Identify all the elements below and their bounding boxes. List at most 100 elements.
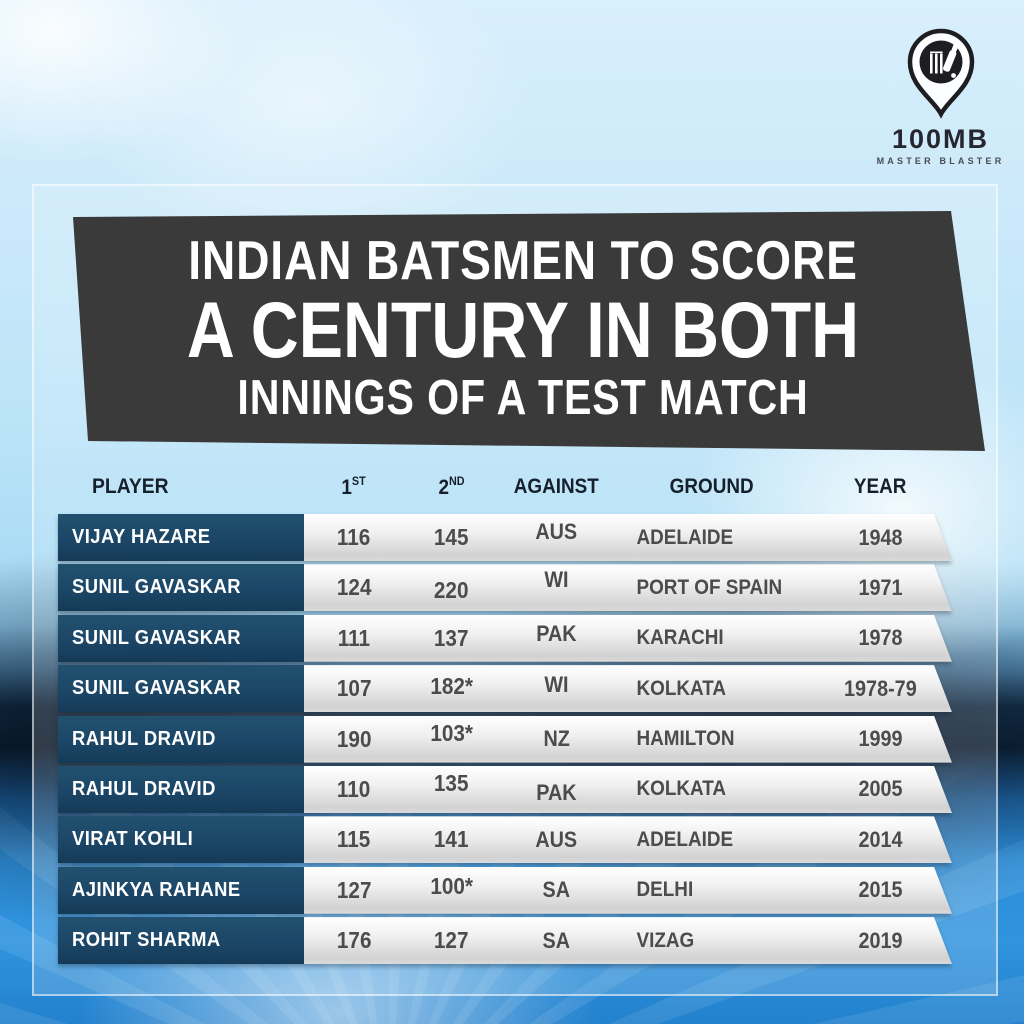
player-name-cell: SUNIL GAVASKAR	[58, 564, 304, 612]
title-line-2: A CENTURY IN BOTH	[186, 285, 860, 374]
row-score-bar: 110 135 PAK KOLKATA 2005	[304, 766, 952, 813]
player-name: SUNIL GAVASKAR	[72, 677, 241, 700]
ground-name: KOLKATA	[636, 676, 727, 700]
second-innings-score: 103*	[430, 719, 473, 746]
table-row: VIJAY HAZARE 116 145 AUS ADELAIDE 1948	[58, 514, 952, 561]
against-team: SA	[542, 927, 571, 953]
col-header-year: YEAR	[854, 475, 907, 498]
col-header-1st-innings: 1ST	[342, 474, 366, 500]
col-header-player: PLAYER	[92, 475, 169, 498]
ground-name: ADELAIDE	[636, 525, 734, 549]
player-name-cell: SUNIL GAVASKAR	[58, 614, 304, 662]
first-innings-score: 115	[337, 826, 371, 853]
brand-tagline: MASTER BLASTER	[876, 156, 1005, 166]
against-team: AUS	[535, 826, 578, 852]
against-team: WI	[544, 671, 569, 697]
brand-name: 100MB	[891, 124, 990, 154]
match-year: 1978	[858, 625, 903, 651]
row-score-bar: 116 145 AUS ADELAIDE 1948	[304, 514, 952, 561]
ground-name: VIZAG	[636, 928, 695, 952]
row-score-bar: 115 141 AUS ADELAIDE 2014	[304, 816, 952, 863]
records-table: PLAYER 1ST 2ND AGAINST GROUND YEAR VIJAY…	[58, 470, 952, 968]
against-team: PAK	[536, 621, 577, 647]
player-name: RAHUL DRAVID	[72, 727, 216, 750]
title-line-1: INDIAN BATSMEN TO SCORE	[188, 229, 858, 291]
second-innings-score: 137	[434, 624, 469, 651]
ground-name: HAMILTON	[636, 727, 735, 751]
col-header-1st-base: 1	[341, 476, 353, 499]
first-innings-score: 190	[336, 725, 372, 752]
col-header-1st-sup: ST	[352, 474, 367, 488]
row-score-bar: 127 100* SA DELHI 2015	[304, 867, 952, 914]
player-name-cell: AJINKYA RAHANE	[58, 866, 304, 914]
player-name-cell: RAHUL DRAVID	[58, 765, 304, 813]
player-name: ROHIT SHARMA	[72, 929, 221, 952]
ground-name: KARACHI	[636, 626, 724, 650]
player-name: AJINKYA RAHANE	[72, 878, 241, 901]
against-team: AUS	[535, 518, 578, 544]
table-header-row: PLAYER 1ST 2ND AGAINST GROUND YEAR	[58, 470, 952, 504]
col-header-against: AGAINST	[513, 475, 600, 498]
table-row: ROHIT SHARMA 176 127 SA VIZAG 2019	[58, 917, 952, 965]
row-score-bar: 176 127 SA VIZAG 2019	[304, 917, 952, 964]
match-year: 2015	[858, 877, 903, 903]
match-year: 1971	[858, 574, 903, 600]
brand-logo: 100MB MASTER BLASTER	[868, 28, 1013, 166]
table-row: RAHUL DRAVID 110 135 PAK KOLKATA 2005	[58, 765, 952, 813]
title-banner: INDIAN BATSMEN TO SCORE A CENTURY IN BOT…	[73, 211, 985, 451]
against-team: NZ	[543, 726, 570, 752]
first-innings-score: 176	[336, 927, 372, 954]
match-year: 1948	[858, 524, 903, 550]
second-innings-score: 145	[434, 524, 469, 550]
first-innings-score: 116	[337, 524, 371, 550]
second-innings-score: 127	[434, 927, 469, 954]
against-team: SA	[542, 877, 571, 903]
first-innings-score: 110	[337, 775, 371, 802]
table-header-columns: 1ST 2ND AGAINST GROUND YEAR	[304, 474, 952, 500]
player-name: VIJAY HAZARE	[72, 526, 211, 548]
second-innings-score: 135	[434, 769, 469, 796]
row-score-bar: 107 182* WI KOLKATA 1978-79	[304, 665, 952, 712]
table-row: VIRAT KOHLI 115 141 AUS ADELAIDE 2014	[58, 816, 952, 864]
title-line-3: INNINGS OF A TEST MATCH	[237, 371, 809, 425]
second-innings-score: 220	[434, 577, 469, 604]
col-header-2nd-sup: ND	[448, 474, 465, 488]
player-name-cell: RAHUL DRAVID	[58, 715, 304, 763]
table-body: VIJAY HAZARE 116 145 AUS ADELAIDE 1948 S…	[58, 514, 952, 965]
row-score-bar: 190 103* NZ HAMILTON 1999	[304, 716, 952, 763]
table-row: AJINKYA RAHANE 127 100* SA DELHI 2015	[58, 866, 952, 914]
match-year: 1999	[858, 726, 903, 752]
player-name: SUNIL GAVASKAR	[72, 576, 241, 599]
player-name-cell: ROHIT SHARMA	[58, 917, 304, 965]
table-row: SUNIL GAVASKAR 124 220 WI PORT OF SPAIN …	[58, 564, 952, 612]
ground-name: KOLKATA	[636, 777, 727, 801]
match-year: 2005	[858, 776, 903, 802]
match-year: 2019	[858, 927, 903, 953]
table-row: RAHUL DRAVID 190 103* NZ HAMILTON 1999	[58, 715, 952, 763]
first-innings-score: 107	[336, 675, 372, 702]
player-name-cell: VIRAT KOHLI	[58, 816, 304, 864]
player-name-cell: SUNIL GAVASKAR	[58, 665, 304, 713]
ground-name: PORT OF SPAIN	[636, 575, 783, 599]
second-innings-score: 141	[434, 826, 469, 853]
ground-name: ADELAIDE	[636, 827, 734, 851]
col-header-2nd-base: 2	[438, 476, 449, 499]
first-innings-score: 124	[336, 574, 372, 601]
match-year: 2014	[858, 826, 903, 852]
player-name: RAHUL DRAVID	[72, 777, 216, 800]
player-name-cell: VIJAY HAZARE	[58, 514, 304, 561]
col-header-2nd-innings: 2ND	[438, 474, 464, 500]
against-team: PAK	[536, 780, 577, 806]
col-header-ground: GROUND	[669, 475, 754, 498]
second-innings-score: 100*	[430, 872, 473, 899]
against-team: WI	[544, 566, 569, 592]
player-name: VIRAT KOHLI	[72, 828, 194, 851]
second-innings-score: 182*	[430, 673, 473, 700]
cricket-bat-stumps-pin-icon	[907, 28, 974, 119]
player-name: SUNIL GAVASKAR	[72, 626, 241, 649]
first-innings-score: 127	[336, 876, 372, 903]
row-score-bar: 111 137 PAK KARACHI 1978	[304, 615, 952, 662]
first-innings-score: 111	[337, 624, 371, 651]
ground-name: DELHI	[636, 878, 694, 902]
